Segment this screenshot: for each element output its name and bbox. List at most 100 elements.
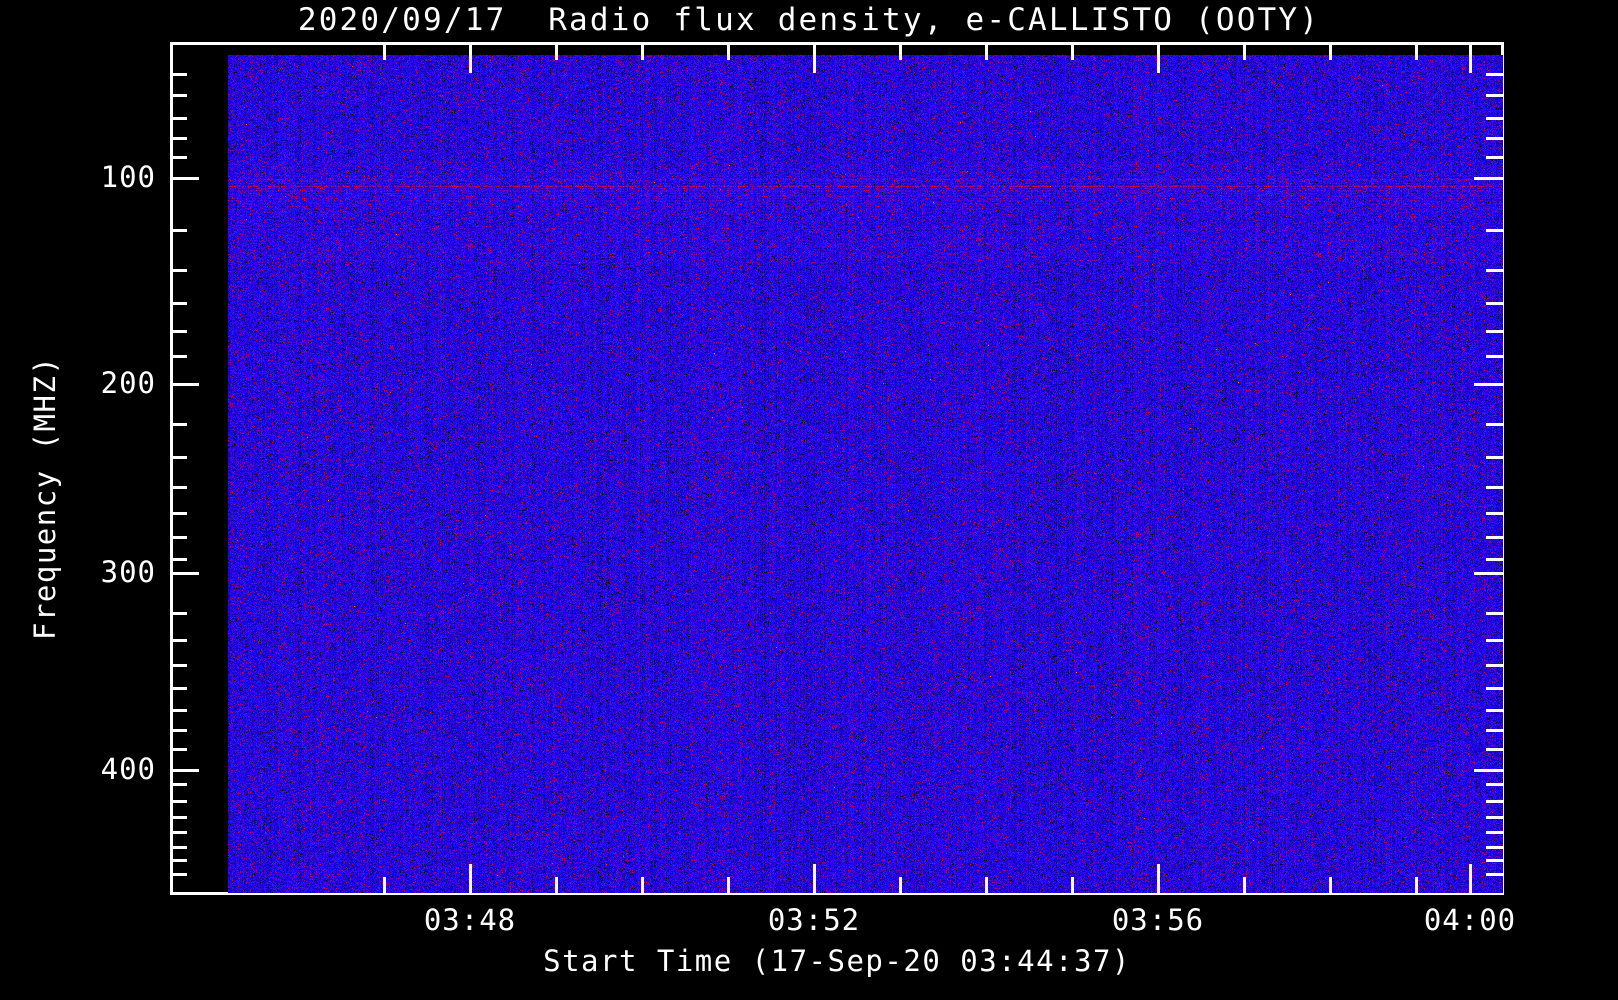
y-tick-minor bbox=[170, 816, 187, 819]
y-tick-minor bbox=[170, 302, 187, 305]
x-tick-minor bbox=[1071, 877, 1074, 895]
y-tick-label: 200 bbox=[100, 366, 156, 400]
x-tick-minor-top bbox=[899, 42, 902, 60]
y-tick-minor-right bbox=[1486, 664, 1503, 667]
y-tick-label: 400 bbox=[100, 752, 156, 786]
x-tick-major bbox=[1157, 864, 1160, 895]
y-tick-minor bbox=[170, 831, 187, 834]
y-tick-minor bbox=[170, 783, 187, 786]
y-tick-minor bbox=[170, 229, 187, 232]
y-tick-minor-right bbox=[1486, 536, 1503, 539]
x-tick-label: 03:48 bbox=[423, 903, 517, 937]
y-tick-major bbox=[170, 177, 199, 180]
y-tick-minor bbox=[170, 536, 187, 539]
x-tick-minor-top bbox=[641, 42, 644, 60]
y-tick-minor bbox=[170, 137, 187, 140]
y-tick-minor-right bbox=[1486, 612, 1503, 615]
y-axis-title: Frequency (MHZ) bbox=[28, 355, 62, 640]
x-tick-minor bbox=[1415, 877, 1418, 895]
y-tick-minor bbox=[170, 558, 187, 561]
y-tick-label: 300 bbox=[100, 555, 156, 589]
y-tick-minor-right bbox=[1486, 783, 1503, 786]
x-tick-minor bbox=[1243, 877, 1246, 895]
y-tick-minor-right bbox=[1486, 302, 1503, 305]
x-tick-minor-top bbox=[1415, 42, 1418, 60]
y-tick-minor-right bbox=[1486, 687, 1503, 690]
y-tick-minor-right bbox=[1486, 816, 1503, 819]
y-tick-minor bbox=[170, 800, 187, 803]
x-axis-title: Start Time (17-Sep-20 03:44:37) bbox=[543, 944, 1131, 978]
y-tick-minor bbox=[170, 330, 187, 333]
y-tick-minor bbox=[170, 512, 187, 515]
y-tick-minor bbox=[170, 73, 187, 76]
x-tick-minor bbox=[985, 877, 988, 895]
figure-title: 2020/09/17 Radio flux density, e-CALLIST… bbox=[297, 2, 1321, 38]
y-tick-major bbox=[170, 383, 199, 386]
y-tick-minor bbox=[170, 423, 187, 426]
x-tick-minor bbox=[555, 877, 558, 895]
y-tick-label: 100 bbox=[100, 160, 156, 194]
y-tick-minor bbox=[170, 748, 187, 751]
x-tick-major bbox=[469, 864, 472, 895]
x-tick-minor-top bbox=[985, 42, 988, 60]
y-tick-minor-right bbox=[1486, 831, 1503, 834]
spectrogram-image bbox=[228, 55, 1503, 893]
y-tick-minor bbox=[170, 729, 187, 732]
x-tick-major-top bbox=[1469, 42, 1472, 73]
y-tick-minor-right bbox=[1486, 846, 1503, 849]
y-tick-minor bbox=[170, 456, 187, 459]
x-tick-minor bbox=[727, 877, 730, 895]
y-tick-minor bbox=[170, 639, 187, 642]
y-tick-minor bbox=[170, 859, 187, 862]
x-tick-major bbox=[1469, 864, 1472, 895]
y-tick-minor bbox=[170, 486, 187, 489]
x-tick-minor bbox=[1329, 877, 1332, 895]
y-tick-minor-right bbox=[1486, 639, 1503, 642]
y-tick-minor-right bbox=[1486, 558, 1503, 561]
y-tick-minor-right bbox=[1486, 873, 1503, 876]
y-tick-minor bbox=[170, 664, 187, 667]
y-tick-minor-right bbox=[1486, 512, 1503, 515]
y-tick-minor-right bbox=[1486, 269, 1503, 272]
y-tick-minor-right bbox=[1486, 94, 1503, 97]
y-tick-minor bbox=[170, 355, 187, 358]
y-tick-minor bbox=[170, 846, 187, 849]
y-tick-minor-right bbox=[1486, 355, 1503, 358]
x-tick-minor bbox=[641, 877, 644, 895]
x-tick-minor-top bbox=[1071, 42, 1074, 60]
y-tick-minor bbox=[170, 873, 187, 876]
y-tick-minor-right bbox=[1486, 456, 1503, 459]
y-tick-minor-right bbox=[1486, 330, 1503, 333]
spectrogram-canvas bbox=[228, 55, 1503, 893]
y-tick-major-right bbox=[1474, 177, 1503, 180]
y-tick-minor-right bbox=[1486, 748, 1503, 751]
x-tick-minor bbox=[383, 877, 386, 895]
y-tick-minor-right bbox=[1486, 800, 1503, 803]
y-tick-major bbox=[170, 572, 199, 575]
x-tick-label: 03:56 bbox=[1111, 903, 1205, 937]
y-tick-minor bbox=[170, 612, 187, 615]
y-tick-minor-right bbox=[1486, 423, 1503, 426]
y-tick-minor-right bbox=[1486, 709, 1503, 712]
y-tick-minor-right bbox=[1486, 859, 1503, 862]
y-tick-minor bbox=[170, 687, 187, 690]
x-tick-minor-top bbox=[1329, 42, 1332, 60]
y-tick-minor-right bbox=[1486, 73, 1503, 76]
y-tick-minor-right bbox=[1486, 229, 1503, 232]
x-tick-major-top bbox=[469, 42, 472, 73]
x-tick-label: 03:52 bbox=[767, 903, 861, 937]
x-tick-major-top bbox=[1157, 42, 1160, 73]
x-tick-minor-top bbox=[383, 42, 386, 60]
y-tick-minor bbox=[170, 709, 187, 712]
x-tick-major bbox=[813, 864, 816, 895]
y-tick-minor-right bbox=[1486, 486, 1503, 489]
x-tick-minor-top bbox=[1243, 42, 1246, 60]
y-tick-minor bbox=[170, 269, 187, 272]
y-tick-minor-right bbox=[1486, 137, 1503, 140]
y-tick-major-right bbox=[1474, 383, 1503, 386]
x-tick-label: 04:00 bbox=[1423, 903, 1517, 937]
y-tick-minor-right bbox=[1486, 729, 1503, 732]
y-tick-major-right bbox=[1474, 572, 1503, 575]
x-tick-minor-top bbox=[555, 42, 558, 60]
y-tick-minor bbox=[170, 117, 187, 120]
